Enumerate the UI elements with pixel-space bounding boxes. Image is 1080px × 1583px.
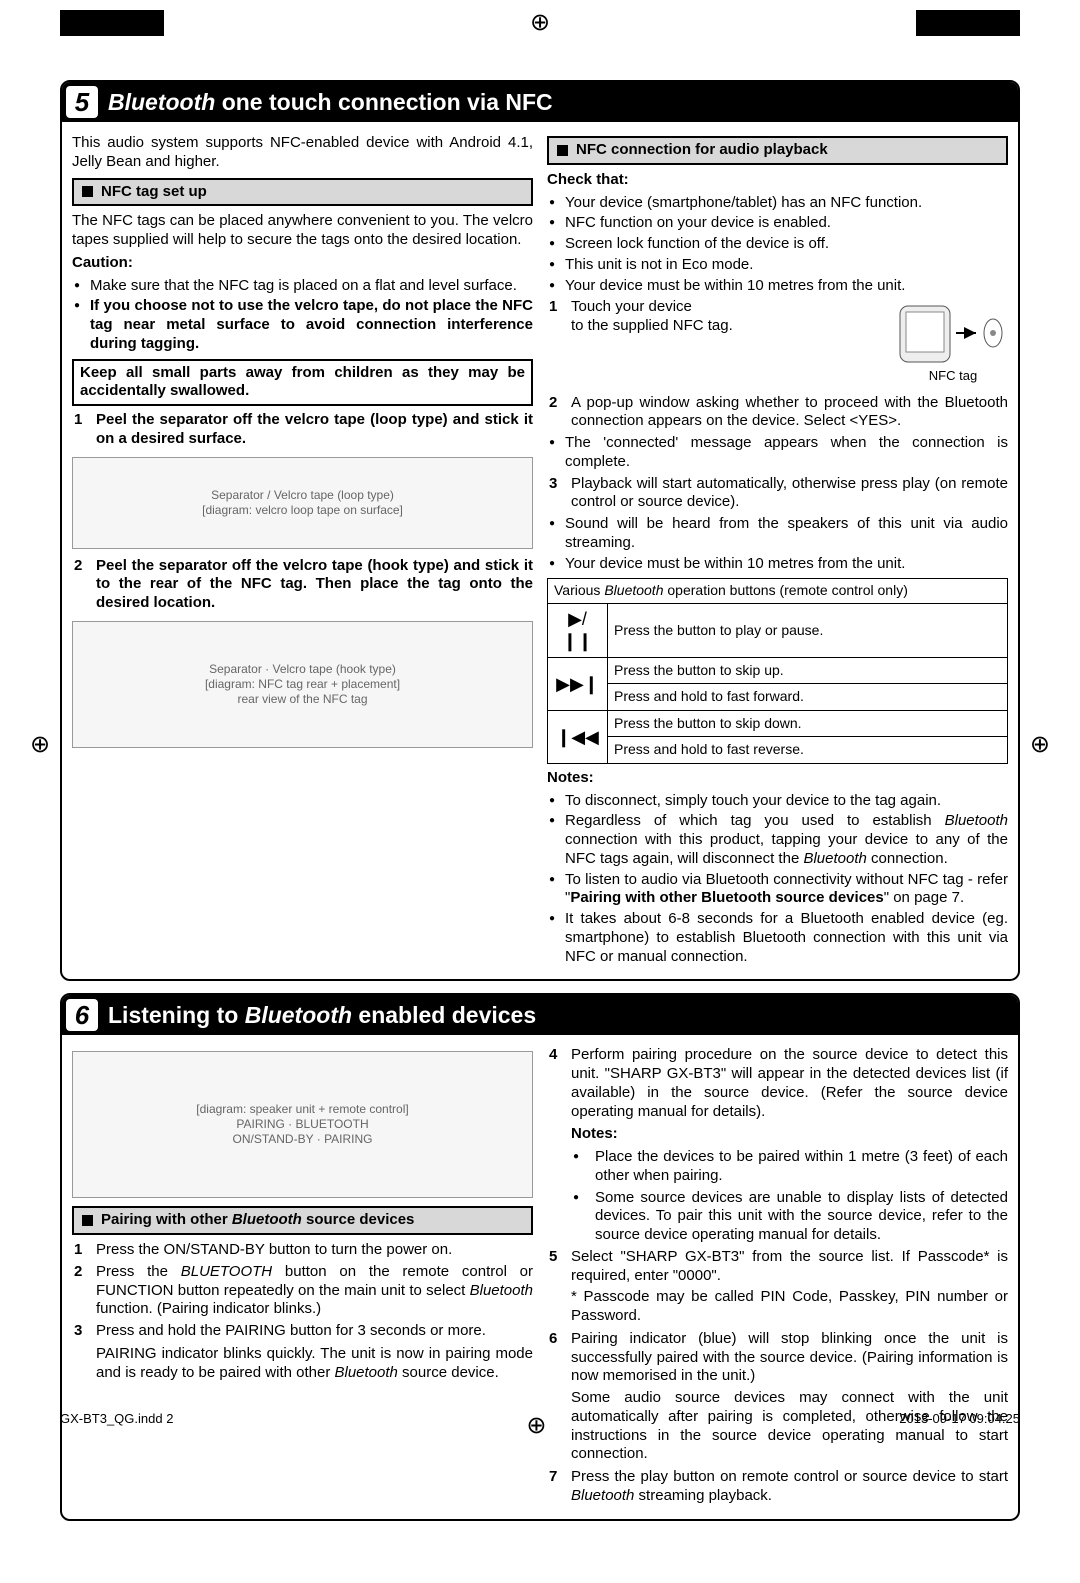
swallow-warning: Keep all small parts away from children … [72, 359, 533, 407]
section-number: 6 [66, 999, 98, 1031]
check-item: NFC function on your device is enabled. [547, 214, 1008, 233]
play-pause-icon: ▶/❙❙ [548, 603, 608, 657]
velcro-diagram-1: Separator / Velcro tape (loop type) [dia… [72, 457, 533, 549]
device-diagram: [diagram: speaker unit + remote control]… [72, 1051, 533, 1198]
reg-mark-right: ⊕ [1030, 730, 1050, 760]
l-step-1: 1Press the ON/STAND-BY button to turn th… [72, 1241, 533, 1260]
table-caption: Various Bluetooth operation buttons (rem… [547, 578, 1008, 603]
note-item: To disconnect, simply touch your device … [547, 792, 1008, 811]
r-step-3b: Sound will be heard from the speakers of… [547, 515, 1008, 553]
note-item: It takes about 6-8 seconds for a Bluetoo… [547, 910, 1008, 966]
check-label: Check that: [547, 171, 1008, 190]
section-title: Listening to Bluetooth enabled devices [108, 1001, 536, 1030]
notes-label: Notes: [547, 769, 1008, 788]
step-2: 2Peel the separator off the velcro tape … [72, 557, 533, 613]
skip-up-desc: Press the button to skip up. [608, 657, 1008, 684]
footer-timestamp: 2013-09-17 09:04:25 [899, 1411, 1020, 1441]
crop-marks: ⊕ [0, 0, 1080, 28]
r-step-4: 4Perform pairing procedure on the source… [547, 1046, 1008, 1245]
check-item: Your device must be within 10 metres fro… [547, 277, 1008, 296]
section-number: 5 [66, 86, 98, 118]
r-step-3c: Your device must be within 10 metres fro… [547, 555, 1008, 574]
fast-fwd-desc: Press and hold to fast forward. [608, 684, 1008, 711]
note-item: Regardless of which tag you used to esta… [547, 812, 1008, 868]
r-step-2b: The 'connected' message appears when the… [547, 434, 1008, 472]
r-step-5: 5Select "SHARP GX-BT3" from the source l… [547, 1248, 1008, 1326]
footer-reg-icon: ⊕ [526, 1411, 546, 1441]
check-item: Your device (smartphone/tablet) has an N… [547, 194, 1008, 213]
r-step-3: 3Playback will start automatically, othe… [547, 475, 1008, 513]
caution-item: Make sure that the NFC tag is placed on … [72, 277, 533, 296]
body-text: The NFC tags can be placed anywhere conv… [72, 212, 533, 250]
l-step-2: 2Press the BLUETOOTH button on the remot… [72, 1263, 533, 1319]
play-pause-desc: Press the button to play or pause. [608, 603, 1008, 657]
r-step-7: 7Press the play button on remote control… [547, 1468, 1008, 1506]
r-step-1: 1 NFC tag Touch your deviceto the suppli [547, 298, 1008, 390]
section-6-header: 6 Listening to Bluetooth enabled devices [62, 995, 1018, 1035]
caution-label: Caution: [72, 254, 533, 273]
section-6: 6 Listening to Bluetooth enabled devices… [60, 993, 1020, 1520]
skip-down-desc: Press the button to skip down. [608, 710, 1008, 737]
sub-nfc-tag-setup: NFC tag set up [72, 178, 533, 207]
fast-rev-desc: Press and hold to fast reverse. [608, 737, 1008, 764]
r-step-6: 6Pairing indicator (blue) will stop blin… [547, 1330, 1008, 1464]
section-5: 5 Bluetooth one touch connection via NFC… [60, 80, 1020, 981]
r-note-2: Some source devices are unable to displa… [571, 1189, 1008, 1245]
skip-back-icon: ❙◀◀ [548, 710, 608, 763]
velcro-diagram-2: Separator · Velcro tape (hook type) [dia… [72, 621, 533, 748]
note-item: To listen to audio via Bluetooth connect… [547, 871, 1008, 909]
section-5-header: 5 Bluetooth one touch connection via NFC [62, 82, 1018, 122]
check-item: This unit is not in Eco mode. [547, 256, 1008, 275]
bluetooth-ops-table: Various Bluetooth operation buttons (rem… [547, 578, 1008, 764]
reg-mark-left: ⊕ [30, 730, 50, 760]
sub-pairing: Pairing with other Bluetooth source devi… [72, 1206, 533, 1235]
r-note-1: Place the devices to be paired within 1 … [571, 1148, 1008, 1186]
page-footer: GX-BT3_QG.indd 2 ⊕ 2013-09-17 09:04:25 [0, 1411, 1080, 1441]
skip-fwd-icon: ▶▶❙ [548, 657, 608, 710]
step-1: 1Peel the separator off the velcro tape … [72, 411, 533, 449]
caution-item: If you choose not to use the velcro tape… [72, 297, 533, 353]
r-step-2: 2A pop-up window asking whether to proce… [547, 394, 1008, 432]
section-title: Bluetooth one touch connection via NFC [108, 88, 553, 117]
sub-nfc-playback: NFC connection for audio playback [547, 136, 1008, 165]
check-item: Screen lock function of the device is of… [547, 235, 1008, 254]
nfc-tag-diagram: NFC tag [898, 298, 1008, 384]
l-step-3: 3Press and hold the PAIRING button for 3… [72, 1322, 533, 1382]
intro-text: This audio system supports NFC-enabled d… [72, 134, 533, 172]
footer-file: GX-BT3_QG.indd 2 [60, 1411, 173, 1441]
